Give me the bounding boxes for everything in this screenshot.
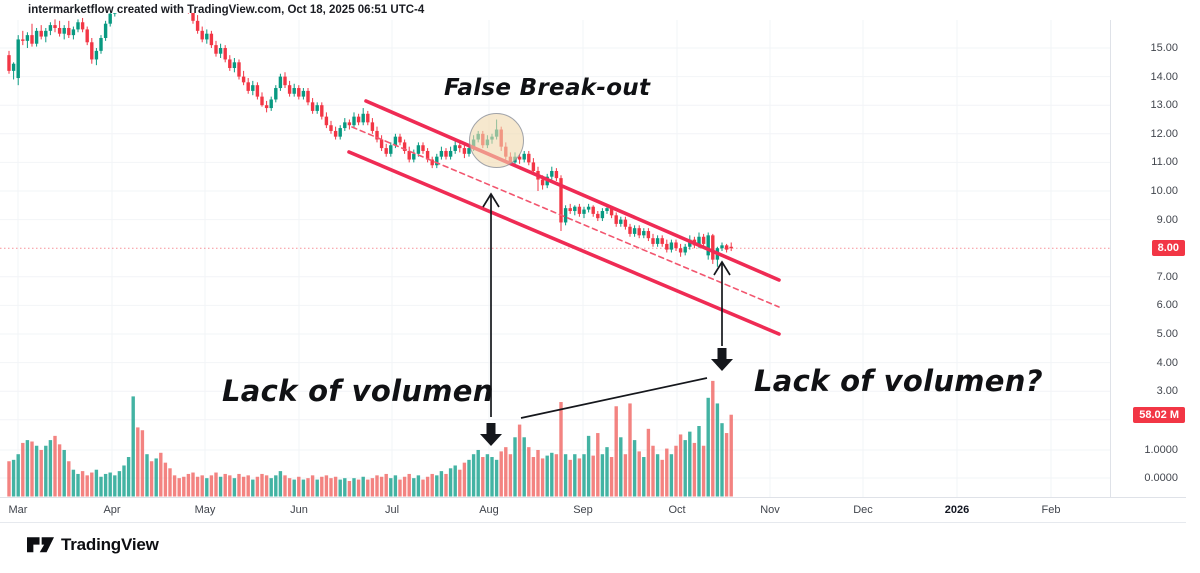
volume-trendline[interactable] [520,377,708,419]
tradingview-logo-text: TradingView [61,535,159,554]
highlight-circle[interactable] [469,113,524,168]
time-axis-label: Apr [103,504,121,516]
chart-watermark: intermarketflow created with TradingView… [28,4,425,16]
volume-scale-label: 1.0000 [1144,444,1178,456]
price-axis-label: 9.00 [1156,213,1178,226]
price-axis-label: 6.00 [1156,299,1178,312]
price-axis-label: 5.00 [1156,328,1178,340]
time-axis-label: Sep [573,504,593,516]
time-axis-label: Feb [1041,504,1061,516]
volume-bars [7,380,733,497]
price-axis-label: 7.00 [1156,270,1178,283]
price-axis-label: 10.00 [1150,185,1178,197]
time-axis-label: Jul [384,504,400,516]
time-axis-bottom-separator [0,522,1186,523]
time-axis-label: May [194,504,216,516]
annotation-arrow-left[interactable] [480,192,502,446]
price-axis-label: 13.00 [1150,99,1178,112]
price-axis-label: 3.00 [1156,385,1178,398]
time-axis-label: Oct [668,504,686,516]
annotation-false-breakout[interactable]: False Break-out [444,75,651,101]
price-axis-label: 15.00 [1150,42,1178,54]
time-axis-label: Aug [479,504,499,516]
time-axis-separator [0,497,1186,498]
price-axis-label: 11.00 [1151,156,1178,169]
price-scale-border [1110,20,1111,497]
candlesticks [7,13,733,267]
annotation-lack-of-volume-left[interactable]: Lack of volumen [222,374,494,408]
annotation-arrow-right[interactable] [711,260,733,371]
trend-channel[interactable] [347,99,781,336]
last-volume-badge: 58.02 M [1133,407,1185,423]
grid-lines [0,20,1110,497]
time-axis-label: Mar [8,504,28,516]
tradingview-logo[interactable]: TradingView [27,535,159,555]
time-axis-label: 2026 [944,504,970,516]
price-axis-label: 14.00 [1150,70,1178,83]
last-price-badge: 8.00 [1151,240,1185,256]
time-axis-label: Dec [853,504,873,516]
annotation-lack-of-volume-right[interactable]: Lack of volumen? [754,364,1043,398]
price-axis-label: 4.00 [1156,356,1178,369]
tradingview-logo-icon [27,537,54,553]
time-axis-label: Nov [760,504,780,516]
time-axis-label: Jun [290,504,308,516]
price-axis-label: 12.00 [1150,127,1178,140]
volume-scale-label: 0.0000 [1144,472,1178,484]
